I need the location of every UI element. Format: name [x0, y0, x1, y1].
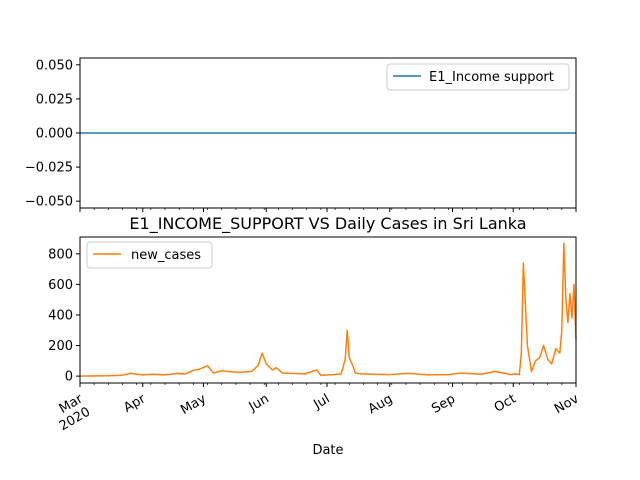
x-tick-label: Sep	[429, 392, 458, 417]
x-axis-label: Date	[312, 443, 343, 458]
bottom-y-ticks: 800 600 400 200 0	[48, 247, 80, 385]
top-legend-box	[386, 63, 570, 91]
y-tick-label: 800	[48, 247, 73, 262]
y-tick-label: 0.050	[36, 58, 73, 73]
x-tick-label: May	[178, 391, 209, 418]
x-tick-label: Aug	[366, 392, 395, 418]
x-tick-label: Jul	[311, 392, 333, 413]
series-line-new-cases	[79, 242, 577, 377]
y-tick-label: 200	[48, 339, 73, 354]
bottom-plot-frame	[79, 236, 577, 384]
bottom-axes: E1_INCOME_SUPPORT VS Daily Cases in Sri …	[48, 214, 582, 458]
top-y-ticks: 0.050 0.025 0.000 −0.025 −0.050	[25, 58, 80, 210]
chart-title: E1_INCOME_SUPPORT VS Daily Cases in Sri …	[129, 214, 526, 234]
x-tick-label: Apr	[121, 391, 149, 416]
y-tick-label: −0.050	[25, 195, 73, 210]
bottom-series	[79, 242, 577, 377]
top-plot-frame	[79, 57, 577, 209]
bottom-legend: new_cases	[86, 241, 213, 269]
x-tick-label: Jun	[246, 392, 272, 416]
y-tick-label: 0.000	[36, 127, 73, 142]
top-legend-label: E1_Income support	[429, 70, 554, 85]
y-tick-label: 400	[48, 308, 73, 323]
top-legend: E1_Income support	[386, 63, 570, 91]
y-tick-label: −0.025	[25, 161, 73, 176]
x-tick-label: Oct	[492, 392, 519, 416]
top-axes: 0.050 0.025 0.000 −0.025 −0.050 E1_Income su…	[25, 57, 577, 212]
bottom-legend-box	[86, 241, 213, 269]
top-x-ticks	[79, 208, 577, 212]
y-tick-label: 0	[65, 370, 73, 385]
x-tick-label: Nov	[552, 391, 582, 417]
y-tick-label: 600	[48, 278, 73, 293]
bottom-legend-label: new_cases	[131, 248, 201, 263]
y-tick-label: 0.025	[36, 92, 73, 107]
